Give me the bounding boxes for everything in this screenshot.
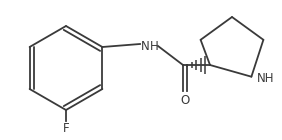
Text: N: N <box>141 39 150 52</box>
Text: H: H <box>150 39 159 52</box>
Text: F: F <box>63 122 69 135</box>
Text: O: O <box>180 94 190 107</box>
Text: NH: NH <box>256 72 274 85</box>
